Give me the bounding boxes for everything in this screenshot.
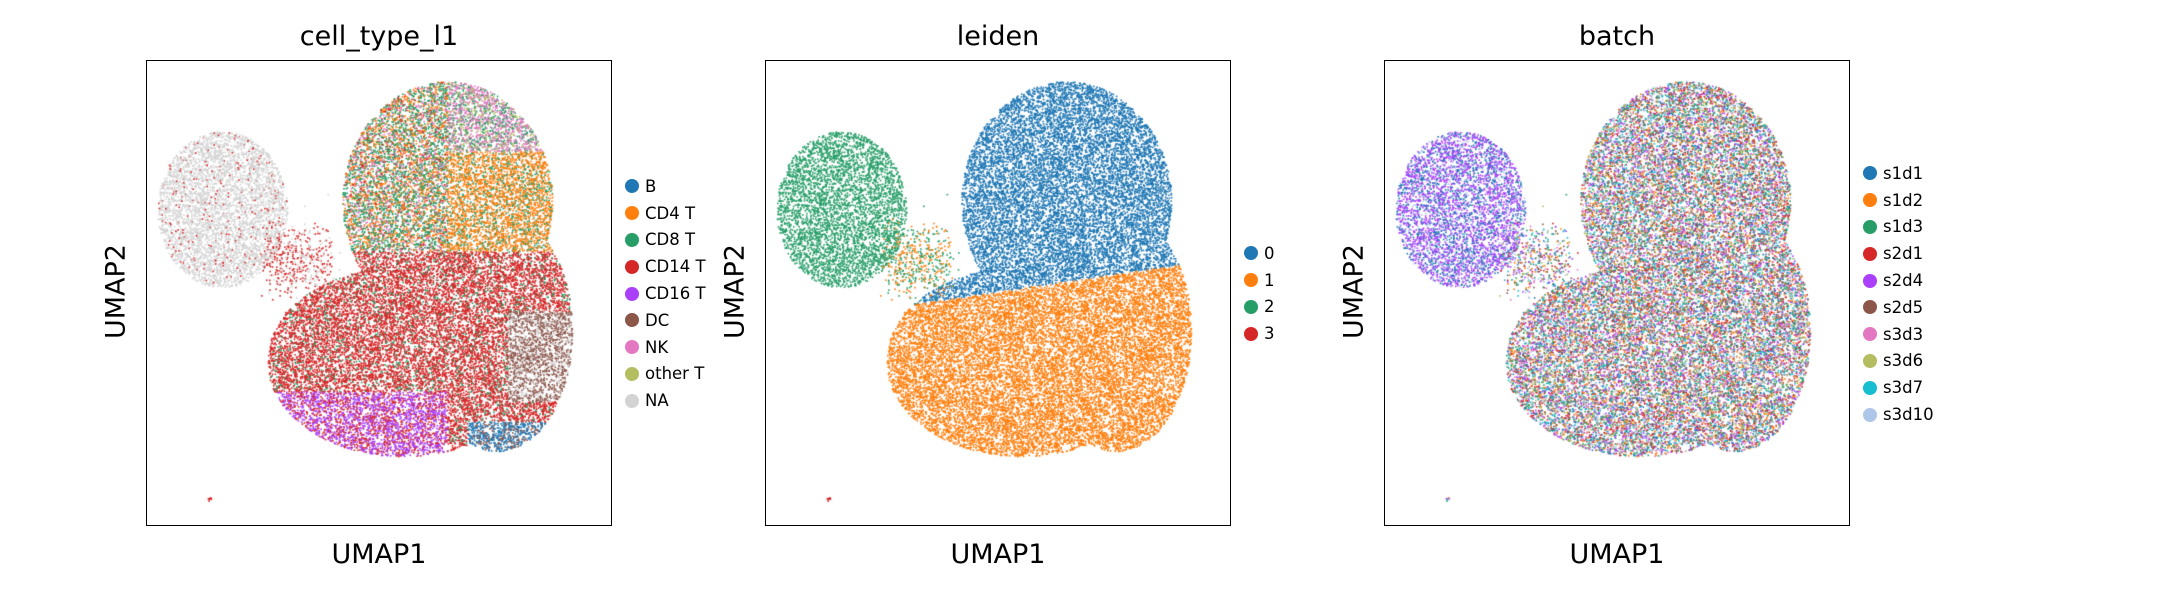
scatter-points	[766, 61, 1229, 524]
legend-marker-icon	[1244, 246, 1258, 261]
y-axis-label: UMAP2	[1338, 244, 1370, 339]
legend-marker-icon	[1863, 407, 1877, 422]
legend-label: s3d3	[1883, 324, 1924, 344]
legend-item: s3d10	[1863, 401, 1934, 428]
legend-label: 1	[1264, 270, 1275, 290]
legend-item: s1d1	[1863, 160, 1934, 187]
legend-label: other T	[645, 364, 705, 384]
legend-marker-icon	[1244, 326, 1258, 341]
legend: B CD4 T CD8 T CD14 T CD16 T DC NK other T NA	[625, 173, 706, 414]
legend-item: B	[625, 173, 706, 200]
legend-label: CD16 T	[645, 284, 706, 304]
chart-title: cell_type_l1	[299, 21, 459, 52]
legend-item: s1d3	[1863, 214, 1934, 241]
legend-item: 3	[1244, 320, 1275, 347]
legend-label: s1d1	[1883, 163, 1924, 183]
legend-marker-icon	[625, 259, 639, 274]
legend-item: s2d4	[1863, 267, 1934, 294]
legend-label: s2d5	[1883, 297, 1924, 317]
legend-label: DC	[645, 310, 670, 330]
scatter-plot-area	[146, 60, 612, 526]
chart-title: batch	[1578, 21, 1656, 52]
legend-item: 0	[1244, 240, 1275, 267]
legend-item: s3d7	[1863, 374, 1934, 401]
legend-item: s1d2	[1863, 187, 1934, 214]
legend-label: 2	[1264, 297, 1275, 317]
legend-label: s1d2	[1883, 190, 1924, 210]
legend-item: s3d6	[1863, 348, 1934, 375]
legend-label: NA	[645, 391, 669, 411]
legend-item: s2d5	[1863, 294, 1934, 321]
chart-title: leiden	[956, 21, 1040, 52]
legend-label: CD14 T	[645, 257, 706, 277]
legend-marker-icon	[1863, 193, 1877, 208]
legend-label: 0	[1264, 243, 1275, 263]
legend-marker-icon	[625, 393, 639, 408]
scatter-plot-area	[1384, 60, 1850, 526]
legend-label: s3d6	[1883, 351, 1924, 371]
legend-marker-icon	[625, 179, 639, 194]
legend-item: 2	[1244, 294, 1275, 321]
legend-item: CD4 T	[625, 200, 706, 227]
legend-label: s2d4	[1883, 271, 1924, 291]
scatter-points	[147, 61, 610, 524]
scatter-plot-area	[765, 60, 1231, 526]
legend-item: NK	[625, 334, 706, 361]
legend-marker-icon	[1863, 273, 1877, 288]
legend-item: CD16 T	[625, 280, 706, 307]
legend-item: CD8 T	[625, 227, 706, 254]
legend-item: DC	[625, 307, 706, 334]
legend-marker-icon	[1863, 246, 1877, 261]
legend-label: s3d10	[1883, 405, 1934, 425]
legend-marker-icon	[625, 313, 639, 328]
legend-item: NA	[625, 387, 706, 414]
legend-marker-icon	[625, 206, 639, 221]
legend-label: CD8 T	[645, 230, 696, 250]
x-axis-label: UMAP1	[1569, 539, 1665, 570]
legend-label: s2d1	[1883, 244, 1924, 264]
legend-marker-icon	[1863, 300, 1877, 315]
legend-item: 1	[1244, 267, 1275, 294]
legend-marker-icon	[1863, 327, 1877, 342]
legend-item: s3d3	[1863, 321, 1934, 348]
legend-marker-icon	[1863, 219, 1877, 234]
legend-item: other T	[625, 361, 706, 388]
legend-marker-icon	[1244, 299, 1258, 314]
legend-label: s3d7	[1883, 378, 1924, 398]
legend-marker-icon	[625, 232, 639, 247]
legend: s1d1 s1d2 s1d3 s2d1 s2d4 s2d5 s3d3 s3d6 s3d7 s3d1…	[1863, 160, 1934, 428]
x-axis-label: UMAP1	[950, 539, 1046, 570]
y-axis-label: UMAP2	[719, 244, 751, 339]
legend-marker-icon	[1863, 166, 1877, 181]
legend-marker-icon	[1863, 353, 1877, 368]
x-axis-label: UMAP1	[331, 539, 427, 570]
legend-label: s1d3	[1883, 217, 1924, 237]
legend-item: CD14 T	[625, 253, 706, 280]
legend-marker-icon	[625, 366, 639, 381]
legend-label: CD4 T	[645, 203, 696, 223]
legend-label: 3	[1264, 324, 1275, 344]
y-axis-label: UMAP2	[100, 244, 132, 339]
legend-marker-icon	[1244, 273, 1258, 288]
legend-marker-icon	[625, 340, 639, 355]
legend-item: s2d1	[1863, 240, 1934, 267]
legend-label: NK	[645, 337, 669, 357]
legend-label: B	[645, 176, 657, 196]
scatter-points	[1385, 61, 1848, 524]
legend-marker-icon	[625, 286, 639, 301]
legend: 0 1 2 3	[1244, 240, 1275, 347]
legend-marker-icon	[1863, 380, 1877, 395]
